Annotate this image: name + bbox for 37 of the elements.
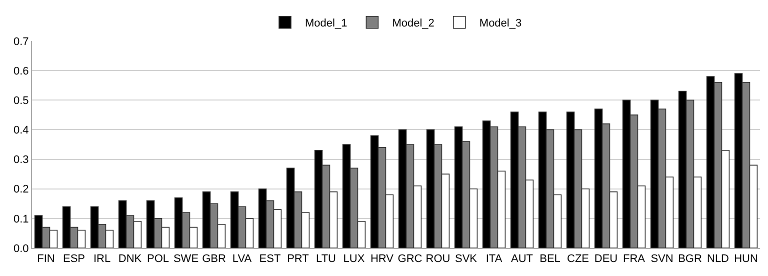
x-tick-label: DEU	[594, 253, 618, 266]
x-tick-label: LUX	[343, 253, 366, 266]
x-tick-label: HUN	[734, 253, 758, 266]
x-tick-label: SVN	[650, 253, 674, 266]
x-tick-label: FIN	[37, 253, 55, 266]
x-tick-label: FRA	[623, 253, 646, 266]
x-tick-label: AUT	[511, 253, 534, 266]
y-tick-label: 0.7	[14, 36, 29, 48]
x-tick-label: CZE	[567, 253, 589, 266]
x-tick-label: BGR	[678, 253, 702, 266]
y-tick-label: 0.6	[14, 65, 29, 78]
x-tick-label: HRV	[370, 253, 394, 266]
x-tick-label: SWE	[173, 253, 199, 266]
x-tick-label: SVK	[454, 253, 478, 266]
y-tick-label: 0.2	[14, 184, 29, 196]
legend-label: Model_1	[305, 18, 348, 30]
y-tick-label: 0.0	[14, 242, 29, 255]
x-tick-label: POL	[146, 253, 170, 266]
y-tick-label: 0.5	[14, 94, 29, 107]
x-tick-label: LVA	[232, 253, 252, 266]
x-tick-label: GRC	[398, 253, 422, 266]
y-tick-label: 0.4	[14, 124, 29, 137]
x-tick-label: ESP	[62, 253, 86, 266]
x-tick-label: BEL	[540, 253, 560, 266]
x-tick-label: IRL	[93, 253, 111, 266]
legend-label: Model_2	[392, 18, 434, 30]
y-tick-label: 0.3	[14, 154, 29, 166]
legend-label: Model_3	[479, 18, 522, 30]
x-tick-label: PRT	[287, 253, 310, 266]
x-tick-label: GBR	[202, 253, 226, 266]
y-tick-label: 0.1	[14, 213, 29, 226]
x-tick-label: DNK	[118, 253, 142, 266]
x-tick-label: LTU	[316, 253, 336, 266]
x-tick-label: ITA	[486, 253, 503, 266]
x-tick-label: EST	[259, 253, 281, 266]
x-tick-label: NLD	[706, 253, 730, 266]
x-tick-label: ROU	[426, 253, 450, 266]
